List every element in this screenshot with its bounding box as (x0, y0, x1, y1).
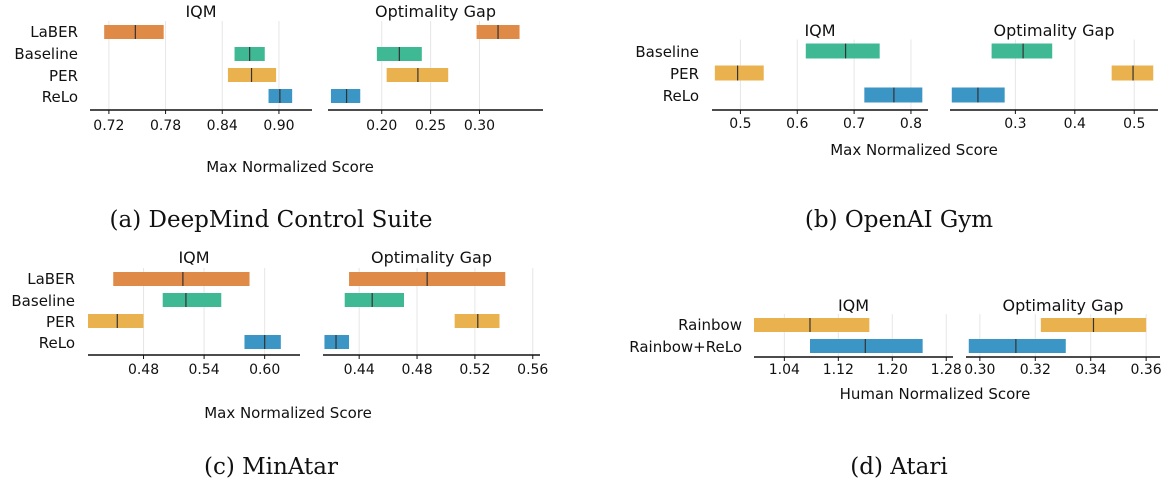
interval-bar-baseline (805, 43, 880, 59)
tick-label: 0.84 (207, 118, 238, 134)
method-label-relo: ReLo (663, 87, 699, 105)
panel-title: IQM (185, 2, 216, 21)
method-labels-b: Baseline PER ReLo (635, 43, 699, 105)
method-label-relo: ReLo (42, 88, 78, 106)
tick-label: 0.5 (1123, 116, 1145, 132)
tick-label: 1.12 (823, 362, 854, 378)
method-label-rainbow: Rainbow (678, 316, 742, 334)
x-axis-label-c: Max Normalized Score (204, 404, 372, 422)
figure-d: Rainbow Rainbow+ReLo IQM 1.04 1.12 1.20 1.28… (629, 296, 1162, 480)
method-labels-c: LaBER Baseline PER ReLo (11, 270, 75, 352)
tick-label: 0.3 (1004, 116, 1026, 132)
method-label-rainbow-relo: Rainbow+ReLo (629, 338, 742, 356)
interval-bar-rainbow-relo (968, 339, 1066, 353)
interval-bar-rainbow-relo (809, 339, 923, 353)
tick-label: 0.44 (344, 362, 375, 378)
tick-label: 0.60 (249, 362, 280, 378)
figure-a: LaBER Baseline PER ReLo IQM 0.72 0.78 0.84 0… (14, 2, 543, 233)
tick-label: 0.72 (93, 118, 124, 134)
tick-label: 1.04 (769, 362, 800, 378)
tick-label: 0.78 (150, 118, 181, 134)
interval-bar-baseline (991, 43, 1053, 59)
optimality-gap-panel-d: Optimality Gap 0.30 0.32 0.34 0.36 (964, 296, 1162, 378)
method-label-relo: ReLo (39, 334, 75, 352)
method-labels-a: LaBER Baseline PER ReLo (14, 23, 78, 106)
interval-bar-laber (104, 25, 164, 39)
panel-title: Optimality Gap (371, 248, 492, 267)
caption-c: (c) MinAtar (204, 454, 338, 480)
interval-bar-per (88, 314, 144, 328)
tick-label: 0.36 (1131, 362, 1162, 378)
interval-bar-laber (113, 272, 250, 286)
method-label-laber: LaBER (27, 270, 75, 288)
method-label-per: PER (670, 65, 699, 83)
interval-bar-per (454, 314, 500, 328)
tick-label: 0.30 (964, 362, 995, 378)
panel-title: IQM (838, 296, 869, 315)
tick-label: 1.28 (931, 362, 962, 378)
method-label-baseline: Baseline (14, 45, 78, 63)
tick-label: 0.25 (415, 118, 446, 134)
tick-label: 0.5 (729, 116, 751, 132)
tick-label: 0.4 (1064, 116, 1086, 132)
optimality-gap-panel-c: Optimality Gap 0.44 0.48 0.52 0.56 (323, 248, 548, 378)
tick-label: 0.48 (128, 362, 159, 378)
optimality-gap-panel-b: Optimality Gap 0.3 0.4 0.5 (950, 21, 1158, 132)
interval-bar-per (714, 65, 764, 81)
x-axis-label-a: Max Normalized Score (206, 158, 374, 176)
method-label-per: PER (49, 67, 78, 85)
caption-d: (d) Atari (850, 454, 948, 480)
interval-bar-rainbow (754, 318, 870, 332)
iqm-panel-d: IQM 1.04 1.12 1.20 1.28 (754, 296, 962, 378)
tick-label: 0.90 (263, 118, 294, 134)
x-axis-label-b: Max Normalized Score (830, 141, 998, 159)
method-label-laber: LaBER (30, 23, 78, 41)
panel-title: IQM (178, 248, 209, 267)
panel-title: Optimality Gap (994, 21, 1115, 40)
method-label-baseline: Baseline (11, 292, 75, 310)
caption-a: (a) DeepMind Control Suite (110, 207, 433, 233)
tick-label: 1.20 (877, 362, 908, 378)
tick-label: 0.20 (366, 118, 397, 134)
interval-bar-baseline (344, 293, 405, 307)
tick-label: 0.30 (464, 118, 495, 134)
interval-bar-relo (244, 335, 281, 349)
method-label-per: PER (46, 313, 75, 331)
panel-title: IQM (804, 21, 835, 40)
interval-bar-relo (330, 89, 361, 103)
caption-b: (b) OpenAI Gym (805, 207, 993, 233)
tick-label: 0.56 (517, 362, 548, 378)
panel-title: Optimality Gap (375, 2, 496, 21)
tick-label: 0.32 (1020, 362, 1051, 378)
tick-label: 0.8 (900, 116, 922, 132)
optimality-gap-panel-a: Optimality Gap 0.20 0.25 0.30 (328, 2, 543, 134)
method-label-baseline: Baseline (635, 43, 699, 61)
interval-bar-baseline (162, 293, 222, 307)
tick-label: 0.7 (843, 116, 865, 132)
tick-label: 0.6 (786, 116, 808, 132)
method-labels-d: Rainbow Rainbow+ReLo (629, 316, 742, 356)
tick-label: 0.52 (459, 362, 490, 378)
figure-b: Baseline PER ReLo IQM 0.5 0.6 0.7 0.8 Optima… (635, 21, 1158, 233)
tick-label: 0.34 (1075, 362, 1106, 378)
iqm-panel-c: IQM 0.48 0.54 0.60 (88, 248, 300, 378)
panel-title: Optimality Gap (1003, 296, 1124, 315)
x-axis-label-d: Human Normalized Score (840, 385, 1031, 403)
interval-bar-relo (324, 335, 350, 349)
tick-label: 0.54 (189, 362, 220, 378)
iqm-panel-a: IQM 0.72 0.78 0.84 0.90 (90, 2, 312, 134)
iqm-panel-b: IQM 0.5 0.6 0.7 0.8 (712, 21, 928, 132)
tick-label: 0.48 (401, 362, 432, 378)
